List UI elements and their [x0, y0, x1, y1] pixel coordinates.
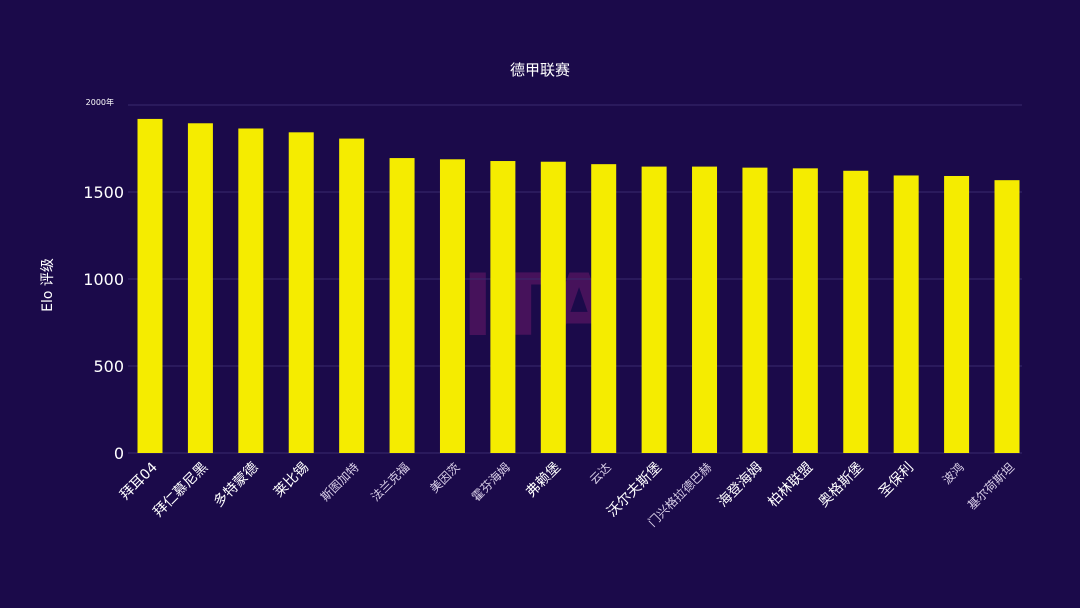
- x-tick-label: 莱比锡: [271, 460, 312, 501]
- bar: [742, 167, 768, 453]
- x-tick-label: 柏林联盟: [765, 460, 816, 511]
- grid-lines: [128, 104, 1022, 454]
- bar: [591, 164, 617, 453]
- x-tick-label: 奥格斯堡: [815, 459, 867, 511]
- bar: [187, 123, 213, 454]
- y-tick-label: 500: [93, 357, 124, 376]
- y-axis-ticks: 0 500 1000 1500 2000年: [83, 97, 124, 463]
- x-tick-label: 霍芬海姆: [468, 460, 513, 505]
- bar: [339, 138, 365, 453]
- x-tick-label: 海登海姆: [715, 460, 766, 511]
- x-tick-label: 基尔荷斯坦: [964, 460, 1017, 513]
- watermark-logo: ITA: [462, 256, 613, 356]
- bar: [137, 118, 163, 454]
- x-tick-label: 云达: [587, 460, 614, 487]
- x-tick-label: 美因茨: [427, 460, 462, 495]
- bar: [540, 161, 566, 453]
- bar: [692, 166, 718, 453]
- x-tick-label: 斯图加特: [317, 460, 362, 505]
- y-tick-label: 0: [114, 444, 124, 463]
- y-axis-label: Elo 评级: [40, 258, 56, 312]
- bar: [288, 132, 314, 453]
- x-tick-label: 弗赖堡: [523, 460, 564, 501]
- y-tick-label: 1500: [83, 183, 124, 202]
- x-tick-label: 拜耳04: [117, 459, 161, 503]
- x-tick-label: 多特蒙德: [210, 459, 262, 511]
- bar: [994, 180, 1020, 453]
- y-tick-label: 1000: [83, 270, 124, 289]
- bar: [843, 170, 869, 453]
- x-tick-label: 波鸿: [940, 460, 967, 487]
- bar: [792, 168, 818, 453]
- bar: [893, 175, 919, 453]
- bars: [137, 118, 1020, 454]
- x-tick-label: 圣保利: [876, 460, 917, 501]
- bar: [944, 175, 970, 453]
- y-tick-label: 2000年: [86, 97, 114, 107]
- chart-title: 德甲联赛: [510, 61, 570, 79]
- bar: [439, 159, 465, 453]
- bar: [389, 158, 415, 453]
- bar: [490, 161, 516, 453]
- x-tick-label: 法兰克福: [368, 460, 413, 505]
- x-tick-label: 拜仁慕尼黑: [150, 460, 211, 521]
- bar: [641, 166, 667, 453]
- bar: [238, 128, 264, 454]
